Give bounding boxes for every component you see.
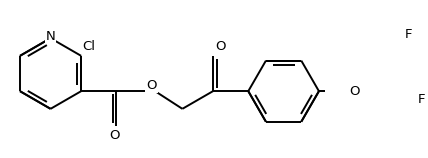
Text: N: N xyxy=(46,30,56,43)
Text: Cl: Cl xyxy=(82,40,95,53)
Text: O: O xyxy=(215,40,226,53)
Text: O: O xyxy=(349,85,360,98)
Text: O: O xyxy=(109,129,120,142)
Text: F: F xyxy=(404,28,412,41)
Text: O: O xyxy=(146,79,157,92)
Text: F: F xyxy=(418,93,425,106)
